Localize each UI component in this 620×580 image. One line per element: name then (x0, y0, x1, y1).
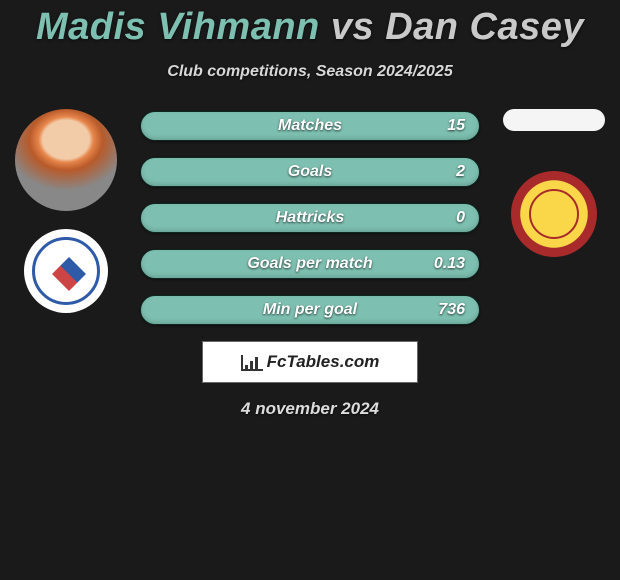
brand-box[interactable]: FcTables.com (202, 341, 418, 383)
stat-value-right: 736 (438, 296, 465, 324)
stat-row-min-per-goal: Min per goal 736 (140, 295, 480, 325)
player1-name: Madis Vihmann (36, 6, 320, 48)
stat-row-matches: Matches 15 (140, 111, 480, 141)
stat-row-goals: Goals 2 (140, 157, 480, 187)
brand-text: FcTables.com (267, 352, 380, 372)
barchart-icon (241, 353, 261, 371)
stat-bars: Matches 15 Goals 2 Hattricks 0 Goals per… (140, 109, 480, 325)
right-column (494, 109, 614, 257)
stat-label: Hattricks (141, 204, 479, 232)
player2-club-badge (511, 171, 597, 257)
stat-value-right: 15 (447, 112, 465, 140)
stat-label: Goals (141, 158, 479, 186)
comparison-title: Madis Vihmann vs Dan Casey (0, 0, 620, 49)
stat-value-right: 0 (456, 204, 465, 232)
stat-value-right: 2 (456, 158, 465, 186)
stats-container: Matches 15 Goals 2 Hattricks 0 Goals per… (0, 109, 620, 325)
stat-row-goals-per-match: Goals per match 0.13 (140, 249, 480, 279)
vs-text: vs (331, 6, 374, 48)
date-label: 4 november 2024 (0, 399, 620, 419)
stat-label: Goals per match (141, 250, 479, 278)
stat-row-hattricks: Hattricks 0 (140, 203, 480, 233)
stat-value-right: 0.13 (434, 250, 465, 278)
player1-avatar (15, 109, 117, 211)
stat-label: Min per goal (141, 296, 479, 324)
player2-name: Dan Casey (385, 6, 584, 48)
left-column (6, 109, 126, 313)
player2-avatar (503, 109, 605, 131)
stat-label: Matches (141, 112, 479, 140)
subtitle: Club competitions, Season 2024/2025 (0, 63, 620, 81)
player1-club-badge (24, 229, 108, 313)
